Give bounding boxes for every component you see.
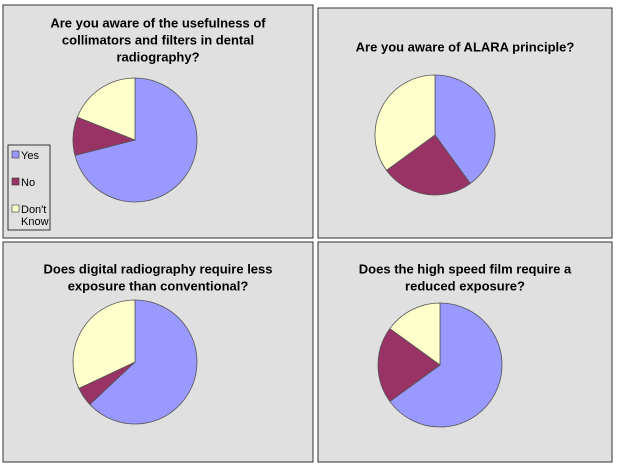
chart-title: Are you aware of the usefulness of: [50, 15, 266, 30]
pie-slice: [377, 328, 441, 402]
legend-swatch: [11, 150, 20, 159]
legend-label: No: [21, 177, 35, 189]
pie-slice: [374, 74, 436, 171]
legend-swatch: [11, 204, 20, 213]
pie-slice: [389, 302, 441, 366]
legend-label: Don't Know: [21, 204, 49, 228]
pie-slice: [385, 134, 471, 196]
pie-slice: [434, 74, 496, 185]
legend-swatch: [11, 177, 20, 186]
chart-title: Are you aware of ALARA principle?: [356, 39, 575, 54]
legend-label: Yes: [21, 150, 39, 162]
pie-slice: [76, 77, 136, 141]
pie-slice: [72, 299, 136, 389]
chart-title: exposure than conventional?: [68, 278, 249, 293]
chart-title: radiography?: [116, 49, 199, 64]
pie-slice: [389, 302, 503, 428]
chart-title: reduced exposure?: [405, 278, 525, 293]
chart-title: Does digital radiography require less: [43, 261, 272, 276]
chart-title: Does the high speed film require a: [359, 261, 572, 276]
chart-title: collimators and filters in dental: [62, 32, 254, 47]
pie-slice: [89, 299, 198, 425]
legend-box: [7, 144, 51, 231]
